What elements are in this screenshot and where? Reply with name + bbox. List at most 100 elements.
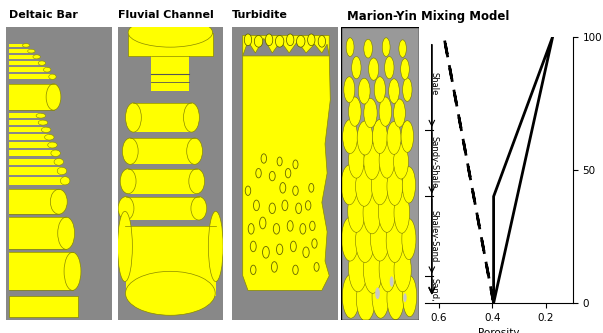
Ellipse shape bbox=[400, 59, 409, 80]
Ellipse shape bbox=[42, 127, 51, 133]
Ellipse shape bbox=[364, 246, 382, 293]
Bar bbox=[128, 33, 213, 56]
Ellipse shape bbox=[356, 277, 375, 321]
Ellipse shape bbox=[341, 217, 359, 261]
Polygon shape bbox=[242, 35, 329, 56]
Ellipse shape bbox=[297, 35, 305, 47]
Bar bbox=[9, 167, 62, 174]
Ellipse shape bbox=[58, 217, 75, 249]
Ellipse shape bbox=[276, 35, 284, 47]
Ellipse shape bbox=[244, 34, 251, 46]
Ellipse shape bbox=[38, 120, 48, 125]
Bar bbox=[128, 169, 197, 194]
Bar bbox=[151, 56, 189, 91]
Bar bbox=[9, 120, 43, 125]
Ellipse shape bbox=[364, 143, 380, 179]
Ellipse shape bbox=[394, 192, 409, 233]
Ellipse shape bbox=[386, 218, 403, 262]
Bar bbox=[133, 103, 192, 132]
Ellipse shape bbox=[368, 58, 379, 80]
Ellipse shape bbox=[51, 189, 68, 214]
Text: Marion-Yin Mixing Model: Marion-Yin Mixing Model bbox=[347, 10, 509, 23]
Ellipse shape bbox=[356, 218, 374, 262]
Ellipse shape bbox=[54, 159, 63, 165]
Ellipse shape bbox=[33, 55, 40, 59]
Ellipse shape bbox=[64, 252, 81, 290]
Ellipse shape bbox=[385, 57, 394, 79]
Ellipse shape bbox=[382, 38, 390, 57]
Ellipse shape bbox=[390, 276, 394, 287]
Ellipse shape bbox=[403, 293, 406, 302]
Ellipse shape bbox=[341, 165, 358, 205]
Ellipse shape bbox=[183, 103, 200, 132]
Ellipse shape bbox=[387, 167, 403, 205]
Bar bbox=[9, 113, 41, 118]
Ellipse shape bbox=[373, 120, 387, 154]
Ellipse shape bbox=[402, 167, 415, 203]
Bar bbox=[9, 159, 59, 165]
Text: Fluvial Channel: Fluvial Channel bbox=[118, 10, 213, 20]
Ellipse shape bbox=[370, 217, 390, 261]
Ellipse shape bbox=[28, 49, 35, 53]
Ellipse shape bbox=[402, 218, 416, 260]
Bar bbox=[9, 49, 31, 53]
Ellipse shape bbox=[346, 38, 354, 57]
Ellipse shape bbox=[57, 167, 67, 174]
Ellipse shape bbox=[118, 211, 133, 282]
Ellipse shape bbox=[125, 271, 215, 315]
Ellipse shape bbox=[125, 103, 141, 132]
Ellipse shape bbox=[36, 113, 46, 118]
Bar bbox=[130, 138, 195, 165]
Bar bbox=[9, 61, 42, 65]
Text: Sandy-Shale,: Sandy-Shale, bbox=[429, 136, 438, 191]
Ellipse shape bbox=[60, 177, 70, 185]
Ellipse shape bbox=[122, 138, 138, 165]
Ellipse shape bbox=[45, 135, 54, 140]
Bar bbox=[9, 296, 78, 317]
Ellipse shape bbox=[318, 35, 326, 47]
Text: Shaley-Sand: Shaley-Sand bbox=[429, 210, 438, 263]
Ellipse shape bbox=[48, 142, 57, 148]
Ellipse shape bbox=[349, 142, 364, 178]
Polygon shape bbox=[242, 56, 330, 290]
Ellipse shape bbox=[364, 99, 377, 128]
Ellipse shape bbox=[348, 190, 365, 232]
Ellipse shape bbox=[286, 34, 294, 46]
Ellipse shape bbox=[401, 121, 414, 153]
Ellipse shape bbox=[343, 274, 359, 318]
Ellipse shape bbox=[343, 120, 358, 154]
Ellipse shape bbox=[189, 169, 204, 194]
Bar bbox=[9, 74, 52, 79]
Bar bbox=[9, 252, 72, 290]
Ellipse shape bbox=[254, 35, 263, 47]
Ellipse shape bbox=[344, 77, 355, 103]
Ellipse shape bbox=[379, 245, 396, 292]
Ellipse shape bbox=[352, 57, 361, 79]
Bar bbox=[9, 135, 49, 140]
Ellipse shape bbox=[187, 138, 203, 165]
Ellipse shape bbox=[379, 97, 392, 126]
Text: Deltaic Bar: Deltaic Bar bbox=[9, 10, 78, 20]
Ellipse shape bbox=[308, 34, 315, 46]
Ellipse shape bbox=[51, 150, 60, 157]
Ellipse shape bbox=[375, 287, 380, 299]
Ellipse shape bbox=[265, 34, 273, 46]
Bar bbox=[126, 196, 199, 220]
Text: Shale: Shale bbox=[429, 72, 438, 95]
Ellipse shape bbox=[22, 44, 30, 47]
Ellipse shape bbox=[46, 84, 61, 110]
Ellipse shape bbox=[371, 165, 388, 205]
X-axis label: Porosity: Porosity bbox=[478, 328, 520, 333]
Ellipse shape bbox=[378, 190, 396, 232]
Ellipse shape bbox=[38, 61, 46, 65]
Ellipse shape bbox=[387, 122, 401, 155]
Text: Sand,: Sand, bbox=[429, 278, 438, 302]
Ellipse shape bbox=[394, 144, 408, 179]
Bar bbox=[9, 142, 52, 148]
Ellipse shape bbox=[403, 78, 412, 101]
Ellipse shape bbox=[394, 248, 411, 292]
Ellipse shape bbox=[49, 74, 56, 79]
Ellipse shape bbox=[403, 276, 417, 317]
Ellipse shape bbox=[389, 79, 399, 104]
Text: Turbidite: Turbidite bbox=[232, 10, 288, 20]
